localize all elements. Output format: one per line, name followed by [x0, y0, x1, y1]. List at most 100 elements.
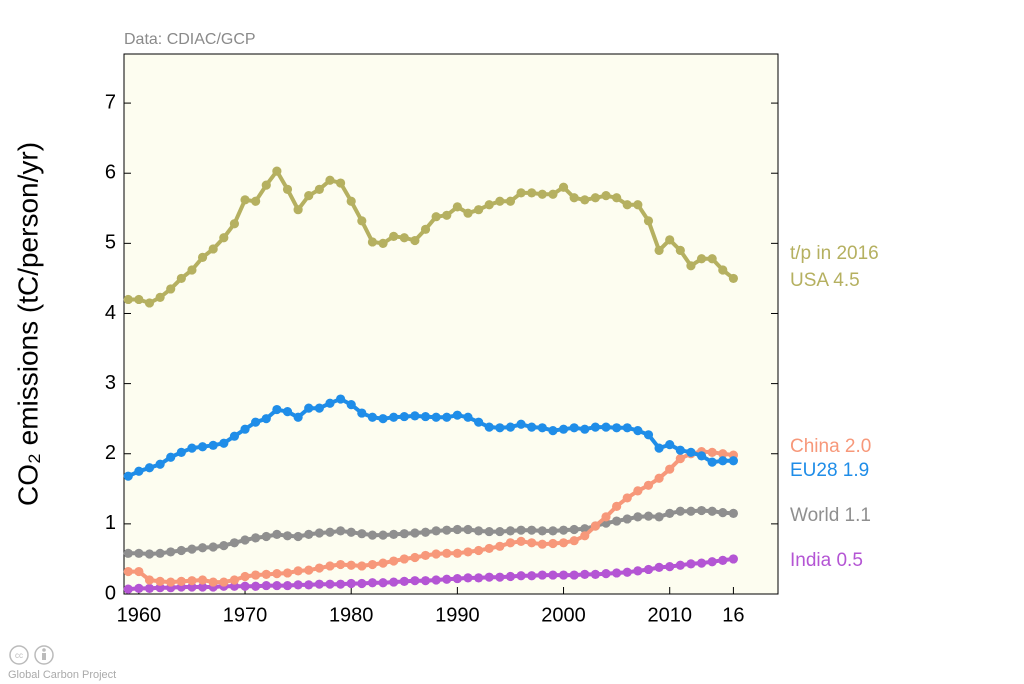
marker	[516, 188, 526, 198]
marker	[187, 443, 197, 453]
marker	[452, 410, 462, 420]
marker	[548, 570, 558, 580]
marker	[208, 542, 218, 552]
series-label: China 2.0	[790, 436, 871, 457]
marker	[505, 571, 516, 582]
marker	[728, 508, 739, 518]
marker	[261, 180, 271, 190]
marker	[197, 543, 208, 553]
x-tick-label: 16	[722, 604, 744, 626]
marker	[410, 576, 420, 586]
marker	[442, 574, 452, 584]
marker	[389, 529, 399, 539]
marker	[643, 480, 654, 490]
marker	[240, 571, 250, 582]
marker	[187, 544, 197, 554]
y-tick-label: 0	[105, 582, 116, 604]
marker	[367, 530, 378, 540]
marker	[229, 538, 240, 548]
marker	[558, 182, 569, 192]
marker	[654, 562, 664, 572]
marker	[261, 414, 271, 424]
marker	[484, 200, 494, 210]
marker	[155, 548, 165, 558]
marker	[208, 440, 218, 450]
marker	[166, 547, 176, 557]
marker	[176, 447, 186, 457]
marker	[314, 528, 324, 538]
marker	[187, 576, 197, 586]
marker	[474, 205, 484, 215]
marker	[696, 558, 707, 568]
series-line	[128, 449, 734, 585]
marker	[272, 569, 282, 579]
marker	[580, 424, 590, 434]
marker	[505, 526, 516, 536]
marker	[665, 508, 675, 518]
marker	[144, 583, 155, 593]
marker	[675, 454, 685, 464]
marker	[463, 524, 473, 535]
marker	[463, 208, 473, 218]
marker	[155, 583, 165, 593]
marker	[346, 196, 356, 206]
marker	[229, 219, 240, 229]
marker	[633, 512, 643, 522]
marker	[346, 578, 356, 589]
series-line	[128, 508, 734, 556]
marker	[463, 412, 473, 422]
marker	[686, 261, 696, 271]
marker	[357, 578, 367, 589]
marker	[357, 561, 367, 571]
series-label: USA 4.5	[790, 270, 860, 291]
marker	[452, 573, 462, 584]
marker	[622, 493, 632, 503]
marker	[420, 550, 431, 561]
marker	[654, 512, 664, 522]
y-tick-label: 5	[105, 232, 116, 254]
marker	[123, 471, 133, 481]
marker	[707, 557, 717, 567]
marker	[431, 549, 441, 559]
x-tick-label: 1990	[435, 604, 480, 626]
marker	[484, 422, 494, 432]
cc-logo: cc	[9, 645, 54, 665]
marker	[569, 524, 579, 535]
marker	[282, 580, 293, 591]
series-label: India 0.5	[790, 550, 863, 571]
marker	[367, 578, 378, 588]
marker	[314, 563, 324, 573]
marker	[442, 525, 452, 535]
marker	[537, 526, 547, 536]
marker	[335, 559, 346, 570]
marker	[569, 193, 579, 203]
marker	[197, 582, 208, 592]
marker	[144, 463, 155, 473]
marker	[463, 573, 473, 583]
marker	[367, 559, 378, 570]
marker	[665, 235, 675, 245]
marker	[495, 572, 505, 582]
marker	[251, 417, 261, 427]
marker	[590, 193, 600, 203]
marker	[314, 579, 324, 589]
marker	[718, 508, 728, 518]
marker	[134, 294, 144, 305]
marker	[197, 575, 208, 585]
marker	[654, 443, 664, 453]
series-label: World 1.1	[790, 505, 871, 526]
marker	[187, 265, 197, 275]
marker	[452, 548, 462, 558]
marker	[176, 273, 186, 284]
marker	[335, 526, 346, 536]
x-tick-label: 2010	[647, 604, 692, 626]
marker	[187, 582, 197, 592]
marker	[505, 538, 516, 548]
marker	[144, 549, 155, 559]
marker	[378, 558, 388, 568]
marker	[325, 527, 335, 537]
marker	[474, 545, 484, 556]
marker	[495, 196, 505, 206]
x-tick-label: 2000	[541, 604, 586, 626]
marker	[399, 233, 409, 243]
